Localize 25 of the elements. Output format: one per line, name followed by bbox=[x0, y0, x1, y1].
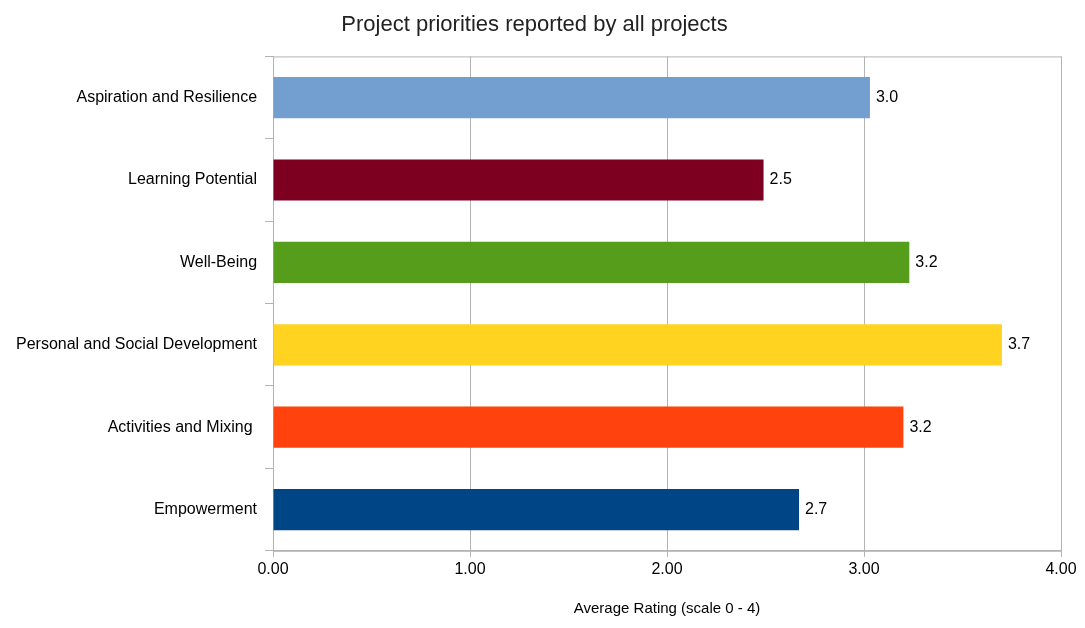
data-label: 2.7 bbox=[805, 500, 828, 518]
data-label: 3.7 bbox=[1007, 335, 1031, 353]
y-tick-label: Aspiration and Resilience bbox=[76, 88, 258, 106]
bar bbox=[273, 159, 764, 201]
bar bbox=[273, 241, 910, 283]
x-tick-label: 0.00 bbox=[257, 559, 289, 577]
data-label: 2.5 bbox=[769, 170, 792, 188]
y-tick-label: Empowerment bbox=[153, 500, 258, 518]
bar bbox=[273, 489, 799, 531]
data-label: 3.0 bbox=[875, 88, 899, 106]
x-axis-title: Average Rating (scale 0 - 4) bbox=[573, 599, 761, 617]
bar bbox=[273, 406, 904, 448]
y-tick-label: Activities and Mixing bbox=[107, 417, 258, 435]
data-label: 3.2 bbox=[909, 417, 932, 435]
x-tick-label: 4.00 bbox=[1045, 559, 1077, 577]
y-tick-label: Learning Potential bbox=[128, 170, 258, 188]
y-tick-label: Well-Being bbox=[179, 252, 258, 270]
x-tick-label: 3.00 bbox=[848, 559, 880, 577]
data-label: 3.2 bbox=[915, 252, 938, 270]
y-tick-label: Personal and Social Development bbox=[16, 335, 258, 353]
bar bbox=[273, 324, 1002, 366]
x-tick-label: 1.00 bbox=[454, 559, 486, 577]
x-tick-label: 2.00 bbox=[651, 559, 683, 577]
chart-title: Project priorities reported by all projects bbox=[341, 11, 728, 37]
bar bbox=[273, 77, 870, 119]
